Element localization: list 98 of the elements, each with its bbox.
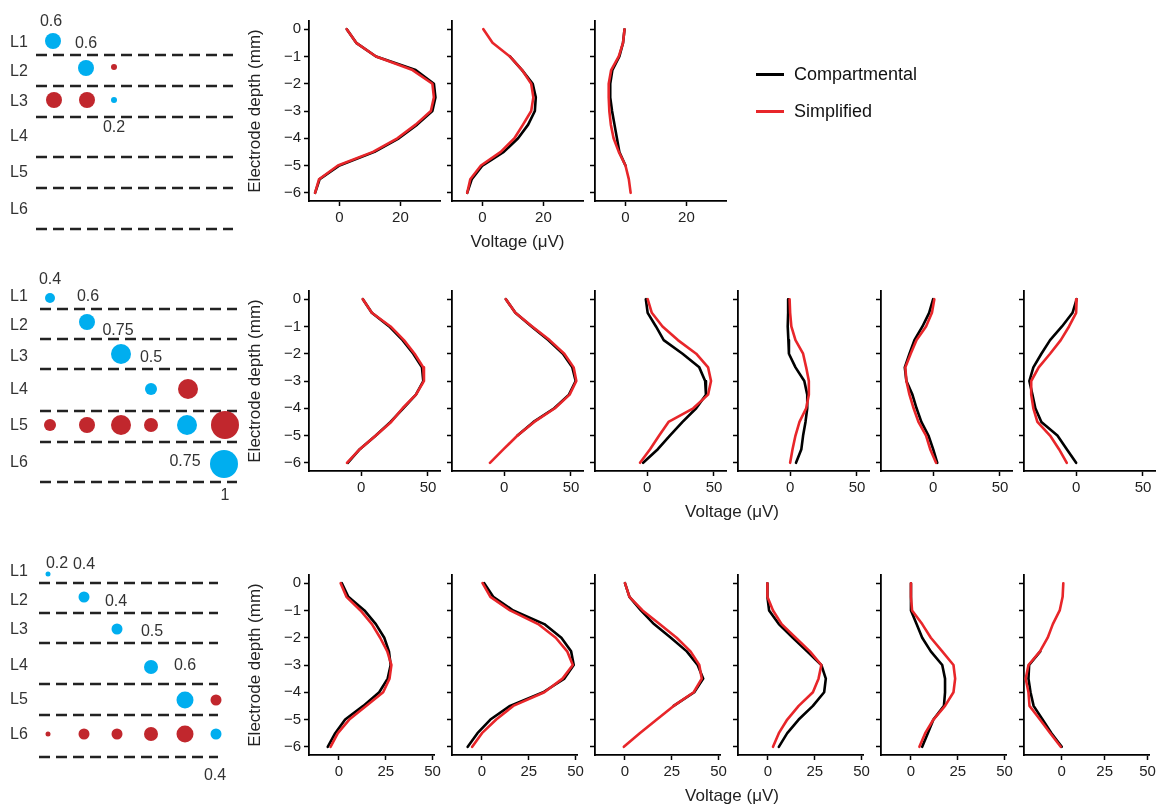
text: 0.5 <box>140 622 164 640</box>
x-tick-label: 0 <box>1057 762 1066 780</box>
category-label: L5 <box>10 690 28 708</box>
x-tick-label: 20 <box>535 208 552 226</box>
x-tick-label: 25 <box>520 762 538 780</box>
y-tick-label: −2 <box>283 627 301 645</box>
x-tick-label: 0 <box>906 762 916 780</box>
category-label: L6 <box>10 200 28 218</box>
x-tick-label: 0 <box>620 762 630 780</box>
x-tick-label: 50 <box>991 478 1009 496</box>
y-axis-title: Electrode depth (mm) <box>244 299 264 463</box>
text: 0.75 <box>102 321 134 339</box>
category-label: L2 <box>10 591 28 609</box>
y-tick-label: −6 <box>283 736 301 754</box>
text: 0.2 <box>102 118 126 136</box>
y-tick-label: −6 <box>283 182 301 200</box>
y-tick-label: −3 <box>283 371 301 389</box>
y-axis-title: Electrode depth (mm) <box>244 583 264 747</box>
text: 0.75 <box>169 452 201 470</box>
category-label: L5 <box>10 163 28 181</box>
x-tick-label: 50 <box>848 478 866 496</box>
category-label: L2 <box>10 316 28 334</box>
x-tick-label: 0 <box>642 478 652 496</box>
text: 0.6 <box>39 12 63 30</box>
x-tick-label: 50 <box>853 762 870 780</box>
x-tick-label: 50 <box>1134 478 1152 496</box>
x-tick-label: 0 <box>356 478 366 496</box>
y-tick-label: −3 <box>283 655 301 673</box>
category-label: L4 <box>10 127 28 145</box>
text: 0.2 <box>45 554 69 572</box>
category-label: L3 <box>10 92 28 110</box>
y-tick-label: −1 <box>283 316 301 334</box>
y-tick-label: −1 <box>283 600 301 618</box>
x-axis-title: Voltage (μV) <box>684 786 780 806</box>
text: 0.5 <box>139 348 163 366</box>
x-tick-label: 0 <box>785 478 795 496</box>
x-tick-label: 50 <box>710 762 727 780</box>
category-label: L3 <box>10 347 28 365</box>
text: 0.4 <box>38 270 62 288</box>
legend-label: Simplified <box>794 101 873 122</box>
x-axis-title: Voltage (μV) <box>469 232 566 252</box>
x-tick-label: 50 <box>419 478 437 496</box>
x-tick-label: 20 <box>392 208 409 226</box>
y-tick-label: −4 <box>283 128 301 146</box>
y-tick-label: −3 <box>283 101 301 119</box>
y-tick-label: −2 <box>283 343 301 361</box>
category-label: L6 <box>10 453 28 471</box>
x-tick-label: 0 <box>1071 478 1081 496</box>
x-tick-label: 50 <box>567 762 584 780</box>
legend-label: Compartmental <box>794 64 918 85</box>
text: 0.6 <box>74 34 98 52</box>
x-tick-label: 50 <box>996 762 1013 780</box>
text: 0.4 <box>72 555 96 573</box>
category-label: L4 <box>10 380 28 398</box>
text: 0.6 <box>173 656 197 674</box>
text: 0.4 <box>203 766 227 784</box>
x-tick-label: 0 <box>621 208 630 226</box>
x-tick-label: 25 <box>377 762 395 780</box>
y-tick-label: −5 <box>283 155 301 173</box>
y-tick-label: 0 <box>292 573 301 591</box>
y-tick-label: −2 <box>283 73 301 91</box>
x-tick-label: 0 <box>928 478 938 496</box>
text: 0.6 <box>76 287 100 305</box>
category-label: L1 <box>10 33 28 51</box>
y-tick-label: 0 <box>292 289 301 307</box>
y-tick-label: 0 <box>292 19 301 37</box>
y-tick-label: −5 <box>283 425 301 443</box>
x-tick-label: 20 <box>678 208 695 226</box>
y-axis-title: Electrode depth (mm) <box>244 29 264 193</box>
y-tick-label: −5 <box>283 709 301 727</box>
x-tick-label: 0 <box>478 208 487 226</box>
category-label: L2 <box>10 62 28 80</box>
y-tick-label: −4 <box>283 682 301 700</box>
text: 0.4 <box>104 592 128 610</box>
x-tick-label: 0 <box>763 762 773 780</box>
category-label: L5 <box>10 416 28 434</box>
x-tick-label: 50 <box>562 478 580 496</box>
category-label: L3 <box>10 620 28 638</box>
x-tick-label: 50 <box>424 762 441 780</box>
y-tick-label: −1 <box>283 46 301 64</box>
x-axis-title: Voltage (μV) <box>684 502 780 522</box>
category-label: L1 <box>10 287 28 305</box>
x-tick-label: 0 <box>499 478 509 496</box>
x-tick-label: 50 <box>1139 762 1156 780</box>
text: 1 <box>220 486 230 504</box>
x-tick-label: 25 <box>1096 762 1114 780</box>
x-tick-label: 25 <box>949 762 967 780</box>
x-tick-label: 0 <box>477 762 487 780</box>
category-label: L6 <box>10 725 28 743</box>
x-tick-label: 50 <box>705 478 723 496</box>
y-tick-label: −4 <box>283 398 301 416</box>
y-tick-label: −6 <box>283 452 301 470</box>
category-label: L4 <box>10 656 28 674</box>
x-tick-label: 0 <box>334 762 344 780</box>
x-tick-label: 25 <box>806 762 824 780</box>
category-label: L1 <box>10 562 28 580</box>
x-tick-label: 0 <box>335 208 344 226</box>
x-tick-label: 25 <box>663 762 681 780</box>
